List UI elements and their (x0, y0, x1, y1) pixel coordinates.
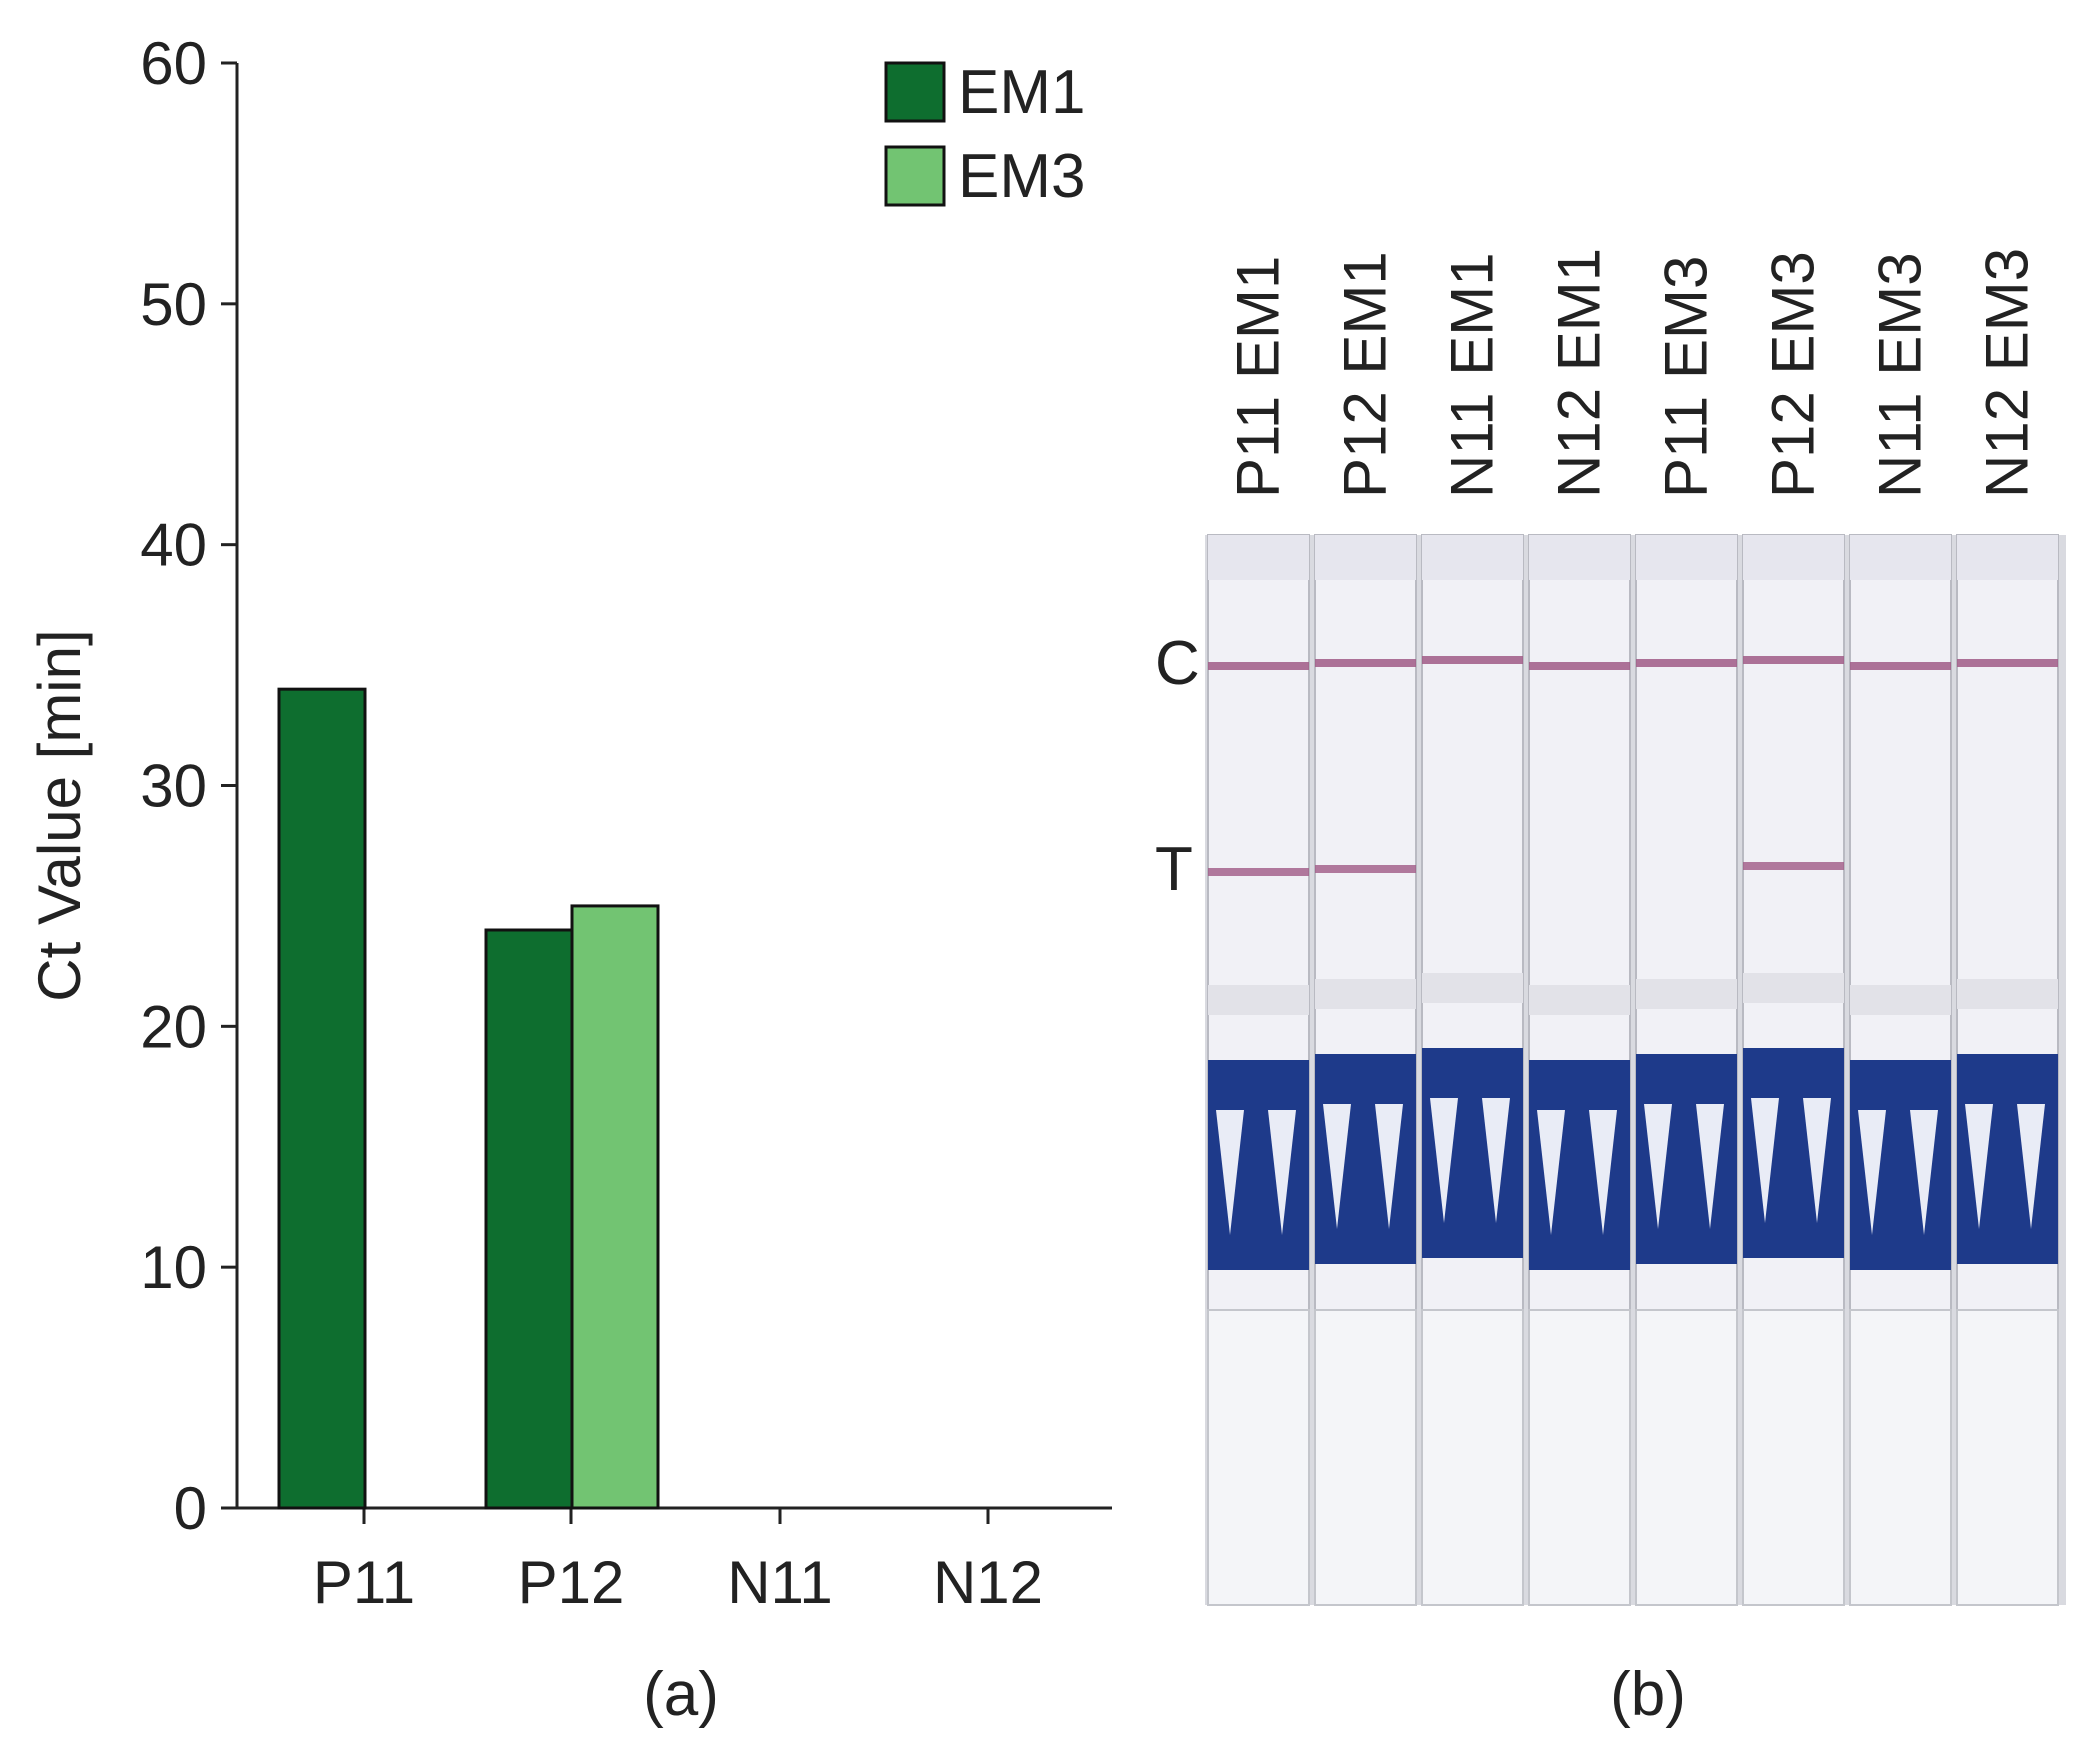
legend-swatch-em1 (884, 61, 946, 123)
control-line (1636, 659, 1737, 667)
control-line-label: C (1155, 629, 1200, 698)
down-arrow-icon (1858, 1110, 1886, 1235)
test-line (1208, 868, 1309, 876)
down-arrow-icon (1910, 1110, 1938, 1235)
control-line (1315, 659, 1416, 667)
control-line (1529, 662, 1630, 670)
x-tick-label: P12 (518, 1549, 625, 1616)
y-tick-label: 10 (140, 1234, 207, 1301)
sample-pad (1849, 1309, 1952, 1606)
sample-pad (1207, 1309, 1310, 1606)
control-line (1743, 656, 1844, 664)
strip-top-shade (1957, 535, 2058, 580)
legend-swatch-em3 (884, 145, 946, 207)
x-tick-label: N12 (933, 1549, 1043, 1616)
x-tick-label: N11 (727, 1549, 833, 1616)
down-arrow-icon (1644, 1104, 1672, 1229)
lane-label: N11 EM3 (1867, 252, 1934, 498)
bar-chart: 0 10 20 30 40 50 60 Ct Value [min] P11 P12 N11 N12 E… (26, 30, 1112, 1616)
x-tick-label: P11 (313, 1549, 415, 1616)
strip-top-shade (1208, 535, 1309, 580)
lane-label: P12 EM3 (1760, 251, 1827, 498)
down-arrow-icon (1803, 1098, 1831, 1223)
strip-lower-shade (1850, 985, 1951, 1015)
strip-lower-shade (1636, 979, 1737, 1009)
down-arrow-icon (1537, 1110, 1565, 1235)
control-line (1208, 662, 1309, 670)
down-arrow-icon (2017, 1104, 2045, 1229)
control-line (1422, 656, 1523, 664)
y-tick-label: 20 (140, 993, 207, 1060)
y-tick-label: 40 (140, 512, 207, 579)
sample-pad (1635, 1309, 1738, 1606)
test-line (1743, 862, 1844, 870)
test-line-label: T (1155, 835, 1193, 904)
sample-pad (1742, 1309, 1845, 1606)
bar-em3-p12 (570, 904, 660, 1510)
lane-label: P11 EM3 (1653, 256, 1720, 498)
strip-top-shade (1315, 535, 1416, 580)
panel-b-caption: (b) (1610, 1660, 1686, 1729)
control-line (1850, 662, 1951, 670)
strip-top-shade (1529, 535, 1630, 580)
bar-em1-p12 (484, 928, 574, 1510)
lateral-flow-strips-photo: C T P11 EM1 P12 EM1 N11 EM1 N12 EM1 P11 EM3 P12… (1155, 248, 2066, 1606)
down-arrow-icon (1430, 1098, 1458, 1223)
strip-lower-shade (1957, 979, 2058, 1009)
strip-lower-shade (1315, 979, 1416, 1009)
bar-em1-p11 (277, 687, 367, 1510)
lane-label: P11 EM1 (1225, 256, 1292, 498)
down-arrow-icon (1482, 1098, 1510, 1223)
down-arrow-icon (1589, 1110, 1617, 1235)
sample-pad (1528, 1309, 1631, 1606)
down-arrow-icon (1696, 1104, 1724, 1229)
down-arrow-icon (1216, 1110, 1244, 1235)
y-tick-label: 60 (140, 30, 207, 97)
strip-lower-shade (1529, 985, 1630, 1015)
y-tick-label: 0 (174, 1475, 207, 1542)
strip-lower-shade (1208, 985, 1309, 1015)
strip-top-shade (1422, 535, 1523, 580)
panel-a-caption: (a) (643, 1660, 719, 1729)
lane-label: N12 EM1 (1546, 248, 1613, 498)
strip-lower-shade (1422, 973, 1523, 1003)
y-tick-label: 50 (140, 271, 207, 338)
lane-label: P12 EM1 (1332, 251, 1399, 498)
control-line (1957, 659, 2058, 667)
strip-lower-shade (1743, 973, 1844, 1003)
sample-pad (1956, 1309, 2059, 1606)
sample-pad (1314, 1309, 1417, 1606)
y-tick-label: 30 (140, 753, 207, 820)
strip-top-shade (1636, 535, 1737, 580)
down-arrow-icon (1268, 1110, 1296, 1235)
sample-pad (1421, 1309, 1524, 1606)
y-axis-label: Ct Value [min] (26, 629, 93, 1001)
legend-label-em1: EM1 (958, 58, 1085, 127)
strip-top-shade (1850, 535, 1951, 580)
strip-top-shade (1743, 535, 1844, 580)
lane-label: N12 EM3 (1974, 248, 2041, 498)
lane-label: N11 EM1 (1439, 252, 1506, 498)
down-arrow-icon (1965, 1104, 1993, 1229)
down-arrow-icon (1375, 1104, 1403, 1229)
legend-label-em3: EM3 (958, 142, 1085, 211)
down-arrow-icon (1323, 1104, 1351, 1229)
down-arrow-icon (1751, 1098, 1779, 1223)
test-line (1315, 865, 1416, 873)
